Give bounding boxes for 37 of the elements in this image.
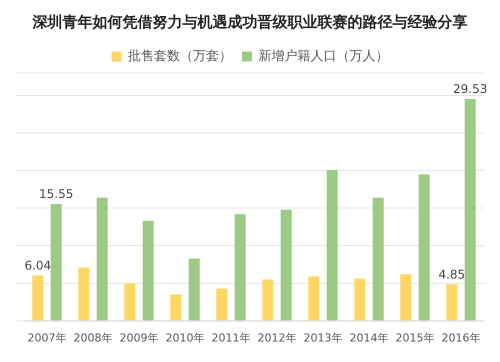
bar — [124, 283, 136, 320]
bar — [464, 99, 476, 320]
x-tick-label: 2007年 — [28, 331, 66, 344]
bar — [372, 198, 384, 320]
x-tick-label: 2013年 — [304, 331, 342, 344]
x-tick-label: 2012年 — [258, 331, 296, 344]
data-label: 15.55 — [39, 187, 74, 202]
x-tick-label: 2010年 — [166, 331, 204, 344]
x-tick-label: 2014年 — [350, 331, 388, 344]
bar — [326, 170, 338, 320]
x-tick-label: 2011年 — [212, 331, 250, 344]
data-label: 6.04 — [24, 258, 52, 273]
x-tick-label: 2009年 — [120, 331, 158, 344]
bar — [418, 174, 430, 320]
bar — [78, 267, 90, 320]
bar — [234, 214, 246, 320]
bar — [354, 278, 366, 320]
bar — [96, 198, 108, 320]
bar — [142, 220, 154, 320]
bar — [262, 280, 274, 320]
bar — [446, 284, 458, 320]
legend-label: 批售套数（万套） — [128, 48, 232, 64]
chart-title: 深圳青年如何凭借努力与机遇成功晋级职业联赛的路径与经验分享 — [32, 12, 468, 31]
bar — [216, 288, 228, 320]
x-tick-label: 2016年 — [442, 331, 480, 344]
bar — [280, 210, 292, 320]
bar — [50, 204, 62, 320]
bar — [400, 274, 412, 320]
bar — [308, 276, 320, 320]
data-label: 29.53 — [453, 82, 488, 96]
x-tick-label: 2008年 — [74, 331, 112, 344]
bar — [170, 294, 182, 320]
x-tick-label: 2015年 — [396, 331, 434, 344]
legend-label: 新增户籍人口（万人） — [258, 48, 388, 64]
bar — [188, 258, 200, 320]
bar — [32, 275, 44, 320]
data-label: 4.85 — [438, 268, 466, 282]
